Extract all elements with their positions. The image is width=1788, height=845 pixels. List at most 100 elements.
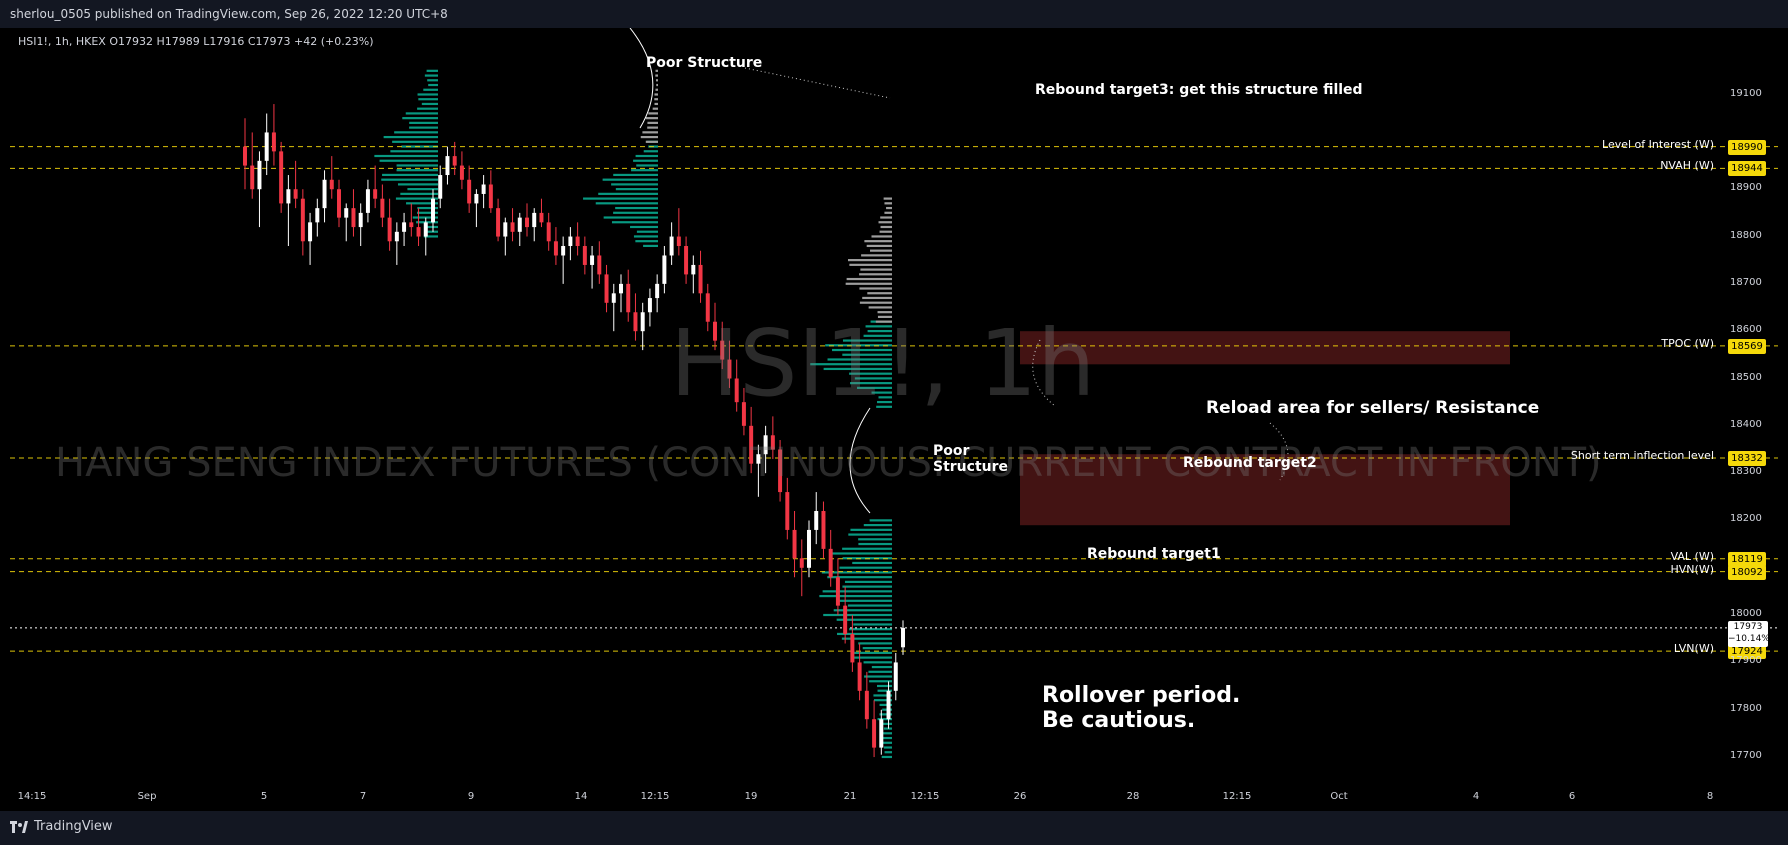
profile-week4-green-bar — [823, 613, 892, 617]
profile-week4-green-bar — [850, 528, 892, 531]
x-tick-label: 26 — [1013, 791, 1027, 802]
profile-week4-green-bar — [883, 727, 892, 730]
profile-week3-grey-bar — [884, 211, 892, 214]
profile-week3-grey-bar — [880, 225, 892, 229]
watermark-symbol: HSI1!, 1h — [670, 310, 1096, 417]
level-label-4: VAL (W) — [1670, 549, 1714, 563]
annotation-rebound-target2: Rebound target2 — [1183, 455, 1317, 471]
profile-week4-green-bar — [880, 722, 892, 725]
profile-week1-bar — [416, 221, 438, 224]
profile-week1-bar — [417, 107, 438, 110]
profile-week3-grey-bar — [880, 216, 892, 219]
candle-body — [561, 246, 566, 256]
candle-body — [279, 151, 284, 204]
y-tick-label: 18600 — [1730, 324, 1762, 336]
profile-week4-green-bar — [881, 755, 892, 759]
x-tick-label: 6 — [1568, 791, 1576, 802]
profile-week3-green-bar — [823, 367, 892, 371]
candle-body — [727, 359, 732, 379]
profile-week3-green-bar — [863, 334, 892, 337]
profile-week3-green-bar — [854, 377, 892, 380]
candle-body — [741, 402, 746, 426]
profile-week4-green-bar — [841, 637, 892, 640]
profile-week3-green-bar — [810, 363, 892, 366]
candle-body — [647, 298, 652, 313]
candle-body — [749, 425, 754, 464]
profile-week2-grey-bar — [655, 88, 658, 91]
profile-week1-bar — [405, 112, 438, 115]
candle-body — [445, 156, 450, 176]
candle-body — [633, 312, 638, 332]
profile-week2-green-bar — [633, 159, 658, 162]
target3-pointer — [744, 67, 891, 99]
candle-body — [582, 246, 587, 265]
profile-week2-grey-bar — [640, 135, 658, 139]
profile-week3-green-bar — [878, 396, 892, 399]
chart-canvas[interactable] — [10, 28, 1778, 811]
profile-week3-green-bar — [857, 386, 892, 389]
candle-body — [821, 511, 826, 549]
candle-body — [662, 255, 667, 284]
candle-body — [720, 340, 725, 360]
candle-body — [264, 132, 269, 161]
profile-week2-green-bar — [611, 221, 658, 224]
profile-week3-green-bar — [850, 382, 892, 385]
candle-body — [835, 577, 840, 606]
profile-week4-green-bar — [876, 684, 892, 688]
profile-week3-green-bar — [867, 329, 892, 333]
annotation-rebound-target3: Rebound target3: get this structure fill… — [1035, 82, 1363, 98]
tradingview-brand: TradingView — [34, 819, 113, 834]
profile-week1-bar — [392, 140, 438, 143]
profile-week4-green-bar — [819, 594, 892, 598]
profile-week4-green-bar — [858, 542, 892, 546]
profile-week1-bar — [402, 117, 438, 120]
candle-body — [785, 492, 790, 530]
current-price-tag: 17973 −10.14% — [1728, 620, 1770, 647]
candle-body — [365, 189, 370, 213]
candle-body — [431, 198, 435, 223]
level-price-tag-6: 17924 — [1728, 644, 1766, 660]
profile-week2-grey-bar — [648, 112, 658, 115]
tradingview-logo[interactable]: TradingView — [10, 819, 113, 834]
candle-body — [257, 160, 262, 190]
candle-body — [676, 236, 681, 247]
level-label-5: HVN(W) — [1670, 562, 1714, 576]
candle-body — [387, 217, 392, 242]
profile-week3-green-bar — [832, 348, 892, 352]
profile-week1-bar — [397, 183, 438, 186]
candle-body — [503, 222, 508, 237]
candle-body — [698, 264, 703, 294]
chart-frame[interactable] — [10, 28, 1778, 811]
profile-week3-green-bar — [849, 372, 892, 375]
profile-week2-grey-bar — [645, 117, 658, 120]
profile-week4-green-bar — [852, 656, 892, 659]
profile-week4-green-bar — [848, 533, 892, 536]
profile-week2-grey-bar — [654, 93, 658, 96]
profile-week3-grey-bar — [859, 287, 892, 290]
candle-body — [778, 449, 783, 493]
profile-week3-grey — [845, 197, 892, 323]
profile-week2-green-bar — [636, 230, 658, 233]
candle-body — [394, 231, 399, 242]
publish-header: sherlou_0505 published on TradingView.co… — [0, 0, 1788, 28]
profile-week1-bar — [423, 88, 438, 91]
profile-week2-green-bar — [602, 178, 658, 181]
profile-week3-grey-bar — [883, 197, 892, 200]
current-price-change: −10.14% — [1728, 633, 1770, 644]
profile-week3-grey-bar — [877, 315, 892, 318]
candle-body — [553, 241, 558, 256]
profile-week3-grey-bar — [877, 311, 892, 314]
profile-week4-green-bar — [877, 689, 892, 692]
candle-body — [857, 662, 862, 691]
candle-body — [619, 283, 623, 294]
y-tick-label: 18800 — [1730, 229, 1762, 241]
x-tick-label: 14 — [574, 791, 588, 802]
candle-body — [604, 274, 609, 303]
publish-info: sherlou_0505 published on TradingView.co… — [10, 7, 448, 21]
reload-pointer — [1032, 339, 1056, 407]
poor-structure-arc-mid — [849, 407, 871, 514]
profile-week1-bar — [427, 79, 438, 82]
x-tick-label: 4 — [1472, 791, 1480, 802]
x-tick-label: 8 — [1706, 791, 1714, 802]
profile-week4-green-bar — [879, 703, 892, 707]
